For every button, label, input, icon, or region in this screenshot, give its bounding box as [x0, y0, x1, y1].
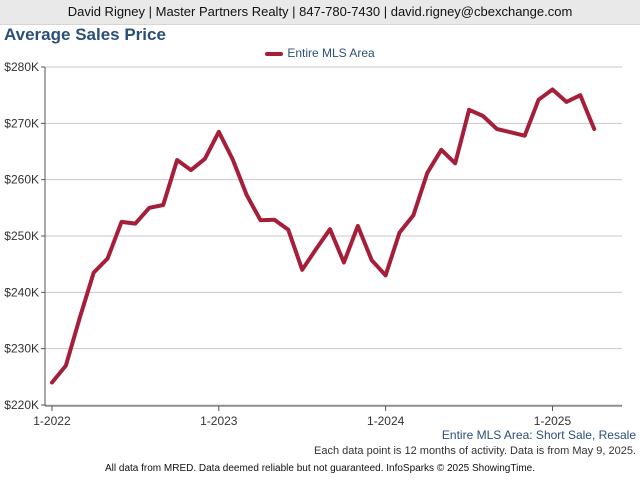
y-tick-label: $280K [4, 60, 39, 74]
y-tick-label: $270K [4, 116, 39, 130]
y-tick-label: $260K [4, 173, 39, 187]
legend-label: Entire MLS Area [287, 46, 375, 60]
series-line [50, 87, 597, 385]
legend[interactable]: Entire MLS Area [0, 46, 640, 60]
legend-swatch [265, 51, 284, 56]
x-tick-label: 1-2023 [200, 414, 238, 428]
x-axis: 1-2022 1-2023 1-2024 1-2025 [33, 405, 622, 428]
chart-title: Average Sales Price [4, 25, 166, 44]
y-tick-label: $220K [4, 398, 39, 412]
footer-disclaimer: All data from MRED. Data deemed reliable… [104, 463, 535, 474]
x-tick-label: 1-2024 [367, 414, 405, 428]
x-tick-label: 1-2022 [33, 414, 71, 428]
y-tick-label: $230K [4, 342, 39, 356]
data-note: Each data point is 12 months of activity… [313, 445, 636, 457]
y-axis: $220K $230K $240K $250K $260K $270K $280K [4, 60, 46, 412]
gridlines [45, 66, 622, 406]
y-tick-label: $240K [4, 285, 39, 299]
x-tick-label: 1-2025 [534, 414, 572, 428]
chart-subtitle: Entire MLS Area: Short Sale, Resale [441, 428, 636, 442]
series-group [50, 87, 597, 385]
y-tick-label: $250K [4, 229, 39, 243]
contact-header: David Rigney | Master Partners Realty | … [0, 0, 640, 25]
